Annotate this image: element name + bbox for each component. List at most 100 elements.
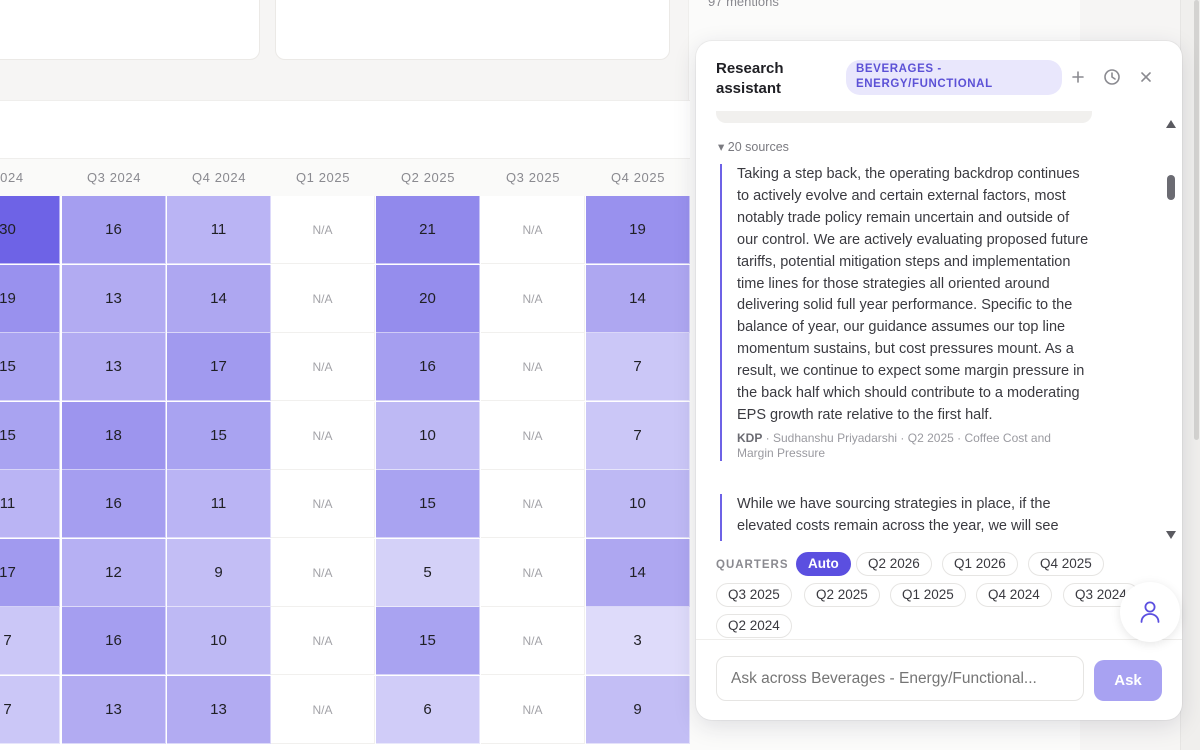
previous-message	[716, 111, 1092, 123]
heatmap-cell[interactable]: 11	[0, 470, 60, 538]
page-scrollbar-thumb[interactable]	[1194, 0, 1199, 440]
heatmap-cell[interactable]: N/A	[271, 264, 375, 333]
mentions-count: 97 mentions	[708, 0, 779, 9]
heatmap-header-row: 2024 Q3 2024 Q4 2024 Q1 2025 Q2 2025 Q3 2025 Q…	[0, 158, 690, 196]
heatmap-cell[interactable]: N/A	[481, 401, 585, 470]
heatmap-cell[interactable]: 7	[0, 607, 60, 675]
heatmap-cell[interactable]: N/A	[481, 607, 585, 675]
quote-citation: KDP · Sudhanshu Priyadarshi · Q2 2025 · …	[737, 431, 1090, 461]
ask-input[interactable]	[716, 656, 1084, 701]
close-icon[interactable]	[1136, 67, 1156, 87]
quote-ticker: KDP	[737, 430, 763, 445]
heatmap-cell[interactable]: 7	[586, 401, 690, 470]
heatmap-cell[interactable]: N/A	[271, 401, 375, 470]
quarter-chip[interactable]: Q4 2025	[1028, 552, 1104, 576]
quarter-chip[interactable]: Q3 2025	[716, 583, 792, 607]
heatmap-cell[interactable]: N/A	[481, 196, 585, 264]
heatmap-cell[interactable]: 10	[376, 401, 480, 470]
heatmap-cell[interactable]: 11	[167, 196, 271, 264]
plus-icon[interactable]	[1068, 67, 1088, 87]
quote-text: Taking a step back, the operating backdr…	[737, 166, 1089, 423]
heatmap-cell[interactable]: 14	[586, 538, 690, 607]
heatmap-cell[interactable]: N/A	[481, 470, 585, 538]
heatmap-cell[interactable]: 14	[586, 264, 690, 333]
column-header: Q4 2024	[191, 170, 247, 185]
heatmap-cell[interactable]: N/A	[271, 538, 375, 607]
clock-icon[interactable]	[1102, 67, 1122, 87]
user-icon	[1140, 601, 1160, 623]
column-header: Q3 2024	[86, 170, 142, 185]
quarter-chip[interactable]: Q2 2024	[716, 614, 792, 638]
heatmap-cell[interactable]: 19	[586, 196, 690, 264]
heatmap-cell[interactable]: 12	[62, 538, 166, 607]
heatmap-cell[interactable]: N/A	[271, 675, 375, 744]
column-header: Q2 2025	[400, 170, 456, 185]
conversation-scrollbar-thumb[interactable]	[1167, 175, 1175, 200]
heatmap-cell[interactable]: 9	[586, 675, 690, 744]
heatmap-cell[interactable]: 17	[0, 538, 60, 607]
quarters-label: QUARTERS	[716, 559, 789, 571]
source-quote: While we have sourcing strategies in pla…	[720, 494, 1090, 541]
heatmap-cell[interactable]: 15	[0, 401, 60, 470]
sector-badge: BEVERAGES - ENERGY/FUNCTIONAL	[846, 60, 1062, 95]
summary-card	[0, 0, 260, 60]
heatmap-cell[interactable]: 5	[376, 538, 480, 607]
heatmap-cell[interactable]: 9	[167, 538, 271, 607]
heatmap-cell[interactable]: 15	[376, 470, 480, 538]
heatmap-cell[interactable]: 17	[167, 333, 271, 401]
quarter-chip[interactable]: Q4 2024	[976, 583, 1052, 607]
heatmap-cell[interactable]: 16	[62, 470, 166, 538]
heatmap-cell[interactable]: 13	[62, 333, 166, 401]
quote-text: While we have sourcing strategies in pla…	[737, 496, 1059, 534]
heatmap-cell[interactable]: 16	[62, 196, 166, 264]
quarter-chip[interactable]: Q1 2026	[942, 552, 1018, 576]
heatmap-cell[interactable]: N/A	[271, 196, 375, 264]
scroll-up-arrow-icon[interactable]	[1166, 120, 1176, 128]
column-header: Q4 2025	[610, 170, 666, 185]
sources-toggle[interactable]: ▾ 20 sources	[718, 140, 789, 154]
assistant-title: Research assistant	[716, 60, 784, 97]
heatmap-cell[interactable]: 3	[586, 607, 690, 675]
heatmap-cell[interactable]: 16	[62, 607, 166, 675]
mentions-heatmap: 2024 Q3 2024 Q4 2024 Q1 2025 Q2 2025 Q3 2025 Q…	[0, 100, 690, 750]
research-assistant-panel: Research assistant BEVERAGES - ENERGY/FU…	[696, 41, 1182, 720]
heatmap-cell[interactable]: 10	[167, 607, 271, 675]
quarter-chip[interactable]: Q2 2026	[856, 552, 932, 576]
heatmap-cell[interactable]: 13	[167, 675, 271, 744]
heatmap-cell[interactable]: 21	[376, 196, 480, 264]
heatmap-cell[interactable]: 6	[376, 675, 480, 744]
heatmap-cell[interactable]: N/A	[481, 675, 585, 744]
quarter-chip[interactable]: Auto	[796, 552, 851, 576]
heatmap-cell[interactable]: 13	[62, 264, 166, 333]
conversation-scroll[interactable]: ▾ 20 sources Taking a step back, the ope…	[696, 111, 1182, 541]
heatmap-cell[interactable]: 15	[0, 333, 60, 401]
heatmap-cell[interactable]: 14	[167, 264, 271, 333]
quarter-chip[interactable]: Q2 2025	[804, 583, 880, 607]
heatmap-cell[interactable]: N/A	[481, 333, 585, 401]
quarter-chip[interactable]: Q1 2025	[890, 583, 966, 607]
column-header: Q3 2025	[505, 170, 561, 185]
source-quote: Taking a step back, the operating backdr…	[720, 164, 1090, 461]
heatmap-cell[interactable]: 10	[586, 470, 690, 538]
heatmap-cell[interactable]: N/A	[481, 264, 585, 333]
heatmap-cell[interactable]: 18	[62, 401, 166, 470]
heatmap-cell[interactable]: 11	[167, 470, 271, 538]
divider	[696, 639, 1182, 640]
heatmap-cell[interactable]: 19	[0, 264, 60, 333]
heatmap-cell[interactable]: N/A	[271, 470, 375, 538]
heatmap-cell[interactable]: 7	[586, 333, 690, 401]
user-avatar-button[interactable]	[1120, 582, 1180, 642]
heatmap-cell[interactable]: N/A	[481, 538, 585, 607]
heatmap-cell[interactable]: 20	[376, 264, 480, 333]
heatmap-cell[interactable]: N/A	[271, 607, 375, 675]
heatmap-cell[interactable]: 16	[376, 333, 480, 401]
ask-button[interactable]: Ask	[1094, 660, 1162, 701]
heatmap-cell[interactable]: 15	[167, 401, 271, 470]
column-header: 2024	[0, 170, 24, 185]
heatmap-cell[interactable]: 13	[62, 675, 166, 744]
heatmap-cell[interactable]: N/A	[271, 333, 375, 401]
heatmap-cell[interactable]: 15	[376, 607, 480, 675]
heatmap-cell[interactable]: 7	[0, 675, 60, 744]
scroll-down-arrow-icon[interactable]	[1166, 531, 1176, 539]
heatmap-cell[interactable]: 30	[0, 196, 60, 264]
